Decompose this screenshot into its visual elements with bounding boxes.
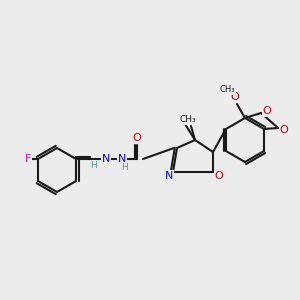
- Text: N: N: [165, 171, 173, 181]
- Text: N: N: [102, 154, 110, 164]
- Text: O: O: [262, 106, 272, 116]
- Text: O: O: [133, 133, 141, 143]
- Text: CH₃: CH₃: [180, 116, 196, 124]
- Text: O: O: [280, 125, 288, 135]
- Text: H: H: [90, 160, 96, 169]
- Text: F: F: [25, 154, 31, 164]
- Text: H: H: [121, 163, 128, 172]
- Text: O: O: [231, 92, 239, 102]
- Text: N: N: [118, 154, 126, 164]
- Text: CH₃: CH₃: [219, 85, 235, 94]
- Text: O: O: [214, 171, 224, 181]
